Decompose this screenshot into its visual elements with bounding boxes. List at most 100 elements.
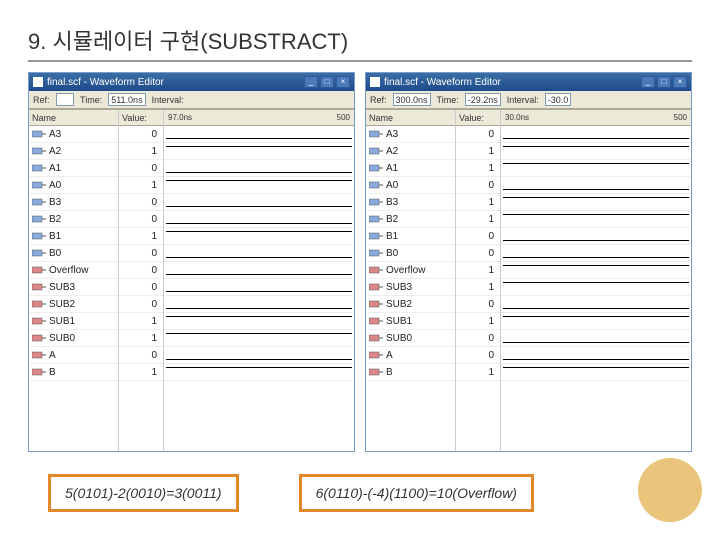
wave-line xyxy=(166,367,352,368)
signal-value: 1 xyxy=(456,364,500,381)
signal-row[interactable]: Overflow xyxy=(29,262,118,279)
signal-row[interactable]: B xyxy=(366,364,455,381)
titlebar[interactable]: final.scf - Waveform Editor _ □ × xyxy=(366,73,691,91)
wave-row[interactable] xyxy=(164,245,354,262)
signal-row[interactable]: A3 xyxy=(366,126,455,143)
titlebar[interactable]: final.scf - Waveform Editor _ □ × xyxy=(29,73,354,91)
close-button[interactable]: × xyxy=(673,76,687,88)
wave-row[interactable] xyxy=(164,177,354,194)
wave-row[interactable] xyxy=(164,279,354,296)
signal-row[interactable]: A2 xyxy=(29,143,118,160)
wave-row[interactable] xyxy=(501,194,691,211)
wave-line xyxy=(166,316,352,317)
signal-value: 0 xyxy=(456,347,500,364)
signal-row[interactable]: B3 xyxy=(29,194,118,211)
signal-row[interactable]: A2 xyxy=(366,143,455,160)
signal-value: 1 xyxy=(119,364,163,381)
time-field[interactable]: -29.2ns xyxy=(465,93,501,106)
wave-row[interactable] xyxy=(501,245,691,262)
maximize-button[interactable]: □ xyxy=(320,76,334,88)
signal-row[interactable]: A1 xyxy=(29,160,118,177)
wave-line xyxy=(503,197,689,198)
signal-row[interactable]: SUB3 xyxy=(366,279,455,296)
output-pin-icon xyxy=(369,299,383,309)
signal-row[interactable]: SUB2 xyxy=(366,296,455,313)
value-header: Value: xyxy=(456,110,500,126)
signal-row[interactable]: B2 xyxy=(29,211,118,228)
caption-right: 6(0110)-(-4)(1100)=10(Overflow) xyxy=(299,474,534,512)
ref-field[interactable]: 300.0ns xyxy=(393,93,431,106)
signal-row[interactable]: SUB0 xyxy=(29,330,118,347)
minimize-button[interactable]: _ xyxy=(304,76,318,88)
input-pin-icon xyxy=(369,163,383,173)
signal-name: B0 xyxy=(49,248,61,259)
signal-row[interactable]: A xyxy=(366,347,455,364)
signal-value: 1 xyxy=(456,160,500,177)
wave-row[interactable] xyxy=(164,160,354,177)
signal-name: B3 xyxy=(49,197,61,208)
maximize-button[interactable]: □ xyxy=(657,76,671,88)
signal-row[interactable]: B xyxy=(29,364,118,381)
signal-value: 1 xyxy=(456,211,500,228)
signal-row[interactable]: B0 xyxy=(29,245,118,262)
wave-row[interactable] xyxy=(501,262,691,279)
wave-row[interactable] xyxy=(164,194,354,211)
wave-row[interactable] xyxy=(164,313,354,330)
signal-row[interactable]: B1 xyxy=(366,228,455,245)
slide-title: 9. 시뮬레이터 구현(SUBSTRACT) xyxy=(28,24,692,62)
input-pin-icon xyxy=(32,214,46,224)
signal-row[interactable]: A0 xyxy=(366,177,455,194)
signal-name: B0 xyxy=(386,248,398,259)
wave-row[interactable] xyxy=(164,347,354,364)
wave-row[interactable] xyxy=(164,228,354,245)
signal-row[interactable]: A3 xyxy=(29,126,118,143)
signal-row[interactable]: SUB0 xyxy=(366,330,455,347)
wave-row[interactable] xyxy=(501,313,691,330)
signal-row[interactable]: B2 xyxy=(366,211,455,228)
wave-row[interactable] xyxy=(501,330,691,347)
signal-row[interactable]: A1 xyxy=(366,160,455,177)
wave-row[interactable] xyxy=(501,126,691,143)
signal-row[interactable]: B1 xyxy=(29,228,118,245)
signal-row[interactable]: A0 xyxy=(29,177,118,194)
output-pin-icon xyxy=(369,265,383,275)
signal-row[interactable]: SUB3 xyxy=(29,279,118,296)
wave-line xyxy=(166,180,352,181)
wave-row[interactable] xyxy=(164,364,354,381)
signal-row[interactable]: B3 xyxy=(366,194,455,211)
signal-row[interactable]: SUB2 xyxy=(29,296,118,313)
wave-row[interactable] xyxy=(501,279,691,296)
signal-value: 1 xyxy=(456,262,500,279)
signal-row[interactable]: SUB1 xyxy=(366,313,455,330)
interval-field[interactable]: -30.0 xyxy=(545,93,572,106)
close-button[interactable]: × xyxy=(336,76,350,88)
time-field[interactable]: 511.0ns xyxy=(108,93,145,106)
signal-value: 1 xyxy=(119,330,163,347)
name-header: Name xyxy=(366,110,455,126)
wave-row[interactable] xyxy=(501,296,691,313)
wave-row[interactable] xyxy=(501,228,691,245)
wave-row[interactable] xyxy=(164,143,354,160)
wave-row[interactable] xyxy=(501,143,691,160)
minimize-button[interactable]: _ xyxy=(641,76,655,88)
ref-field[interactable] xyxy=(56,93,75,106)
wave-row[interactable] xyxy=(501,347,691,364)
wave-row[interactable] xyxy=(164,330,354,347)
output-pin-icon xyxy=(32,299,46,309)
signal-row[interactable]: SUB1 xyxy=(29,313,118,330)
toolbar: Ref: 300.0ns Time: -29.2ns Interval: -30… xyxy=(366,91,691,109)
wave-line xyxy=(166,206,352,207)
signal-row[interactable]: Overflow xyxy=(366,262,455,279)
wave-row[interactable] xyxy=(164,296,354,313)
wave-row[interactable] xyxy=(501,177,691,194)
wave-row[interactable] xyxy=(164,126,354,143)
signal-row[interactable]: B0 xyxy=(366,245,455,262)
input-pin-icon xyxy=(32,248,46,258)
wave-row[interactable] xyxy=(501,364,691,381)
signal-name: B xyxy=(386,367,393,378)
wave-row[interactable] xyxy=(501,160,691,177)
signal-row[interactable]: A xyxy=(29,347,118,364)
wave-row[interactable] xyxy=(164,211,354,228)
wave-row[interactable] xyxy=(164,262,354,279)
wave-row[interactable] xyxy=(501,211,691,228)
